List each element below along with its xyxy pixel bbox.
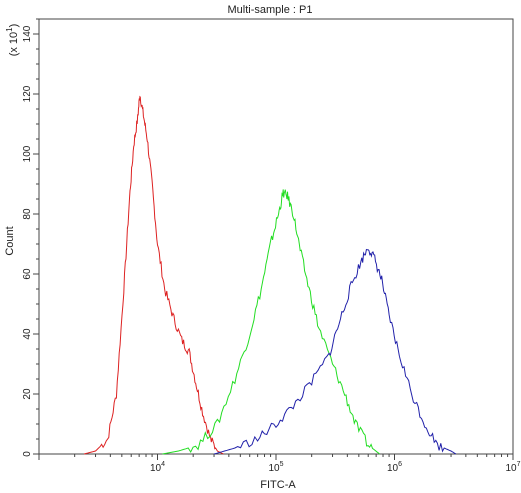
- x-tick-exponent: 7: [517, 461, 521, 468]
- chart-title: Multi-sample : P1: [228, 4, 313, 16]
- x-tick-label: 104: [150, 461, 165, 474]
- y-tick-label: 40: [22, 328, 33, 340]
- x-tick-label: 106: [387, 461, 402, 474]
- y-multiplier-close: ): [8, 24, 20, 28]
- x-tick-label: 107: [505, 461, 520, 474]
- x-tick-base: 10: [387, 463, 399, 474]
- y-multiplier-base: (x 10: [8, 32, 20, 56]
- x-tick-base: 10: [505, 463, 517, 474]
- x-tick-base: 10: [268, 463, 280, 474]
- y-tick-label: 100: [22, 145, 33, 162]
- y-tick-label: 0: [22, 451, 33, 457]
- y-tick-label: 80: [22, 208, 33, 220]
- plot-area-frame: [38, 18, 514, 455]
- x-axis-ticks: 104 105 106 107: [38, 454, 521, 474]
- y-axis-ticks: 0 20 40 60 80 100 120 140: [22, 18, 39, 457]
- y-multiplier-exponent: 1: [5, 27, 14, 32]
- y-axis-label: Count: [4, 226, 16, 255]
- histogram-series: [83, 95, 457, 455]
- histogram-series-2: [162, 189, 381, 455]
- y-tick-label: 20: [22, 388, 33, 400]
- x-axis-label: FITC-A: [260, 479, 296, 491]
- y-tick-label: 60: [22, 268, 33, 280]
- y-axis-multiplier: (x 101): [5, 24, 20, 57]
- x-tick-exponent: 6: [398, 461, 402, 468]
- x-tick-base: 10: [150, 463, 162, 474]
- histogram-series-3: [213, 248, 457, 455]
- y-tick-label: 120: [22, 85, 33, 102]
- svg-text:(x 101): (x 101): [5, 24, 20, 57]
- y-tick-label: 140: [22, 25, 33, 42]
- x-tick-exponent: 5: [280, 461, 284, 468]
- x-tick-exponent: 4: [161, 461, 165, 468]
- x-tick-label: 105: [268, 461, 283, 474]
- histogram-series-1: [83, 95, 224, 455]
